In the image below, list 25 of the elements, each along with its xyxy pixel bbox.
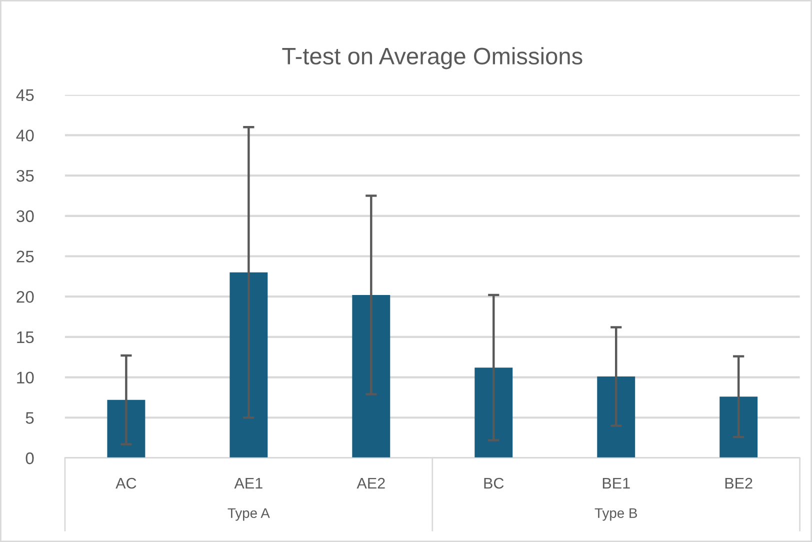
x-tick-label: AE1 xyxy=(234,478,262,489)
chart-title: T-test on Average Omissions xyxy=(282,47,582,70)
bar xyxy=(597,376,636,458)
y-tick-label: 25 xyxy=(16,250,34,262)
y-tick-label: 5 xyxy=(26,412,34,424)
bar xyxy=(720,396,758,458)
bar xyxy=(107,400,146,458)
text: Type A xyxy=(228,508,270,521)
x-tick-label: BE1 xyxy=(602,478,630,489)
x-tick-label: BE2 xyxy=(725,478,752,489)
y-tick-label: 45 xyxy=(16,89,34,102)
y-tick-label: 20 xyxy=(16,290,34,303)
y-tick-label: 0 xyxy=(26,452,34,464)
bar xyxy=(474,368,513,458)
y-tick-label: 30 xyxy=(16,210,34,222)
x-tick-label: AC xyxy=(116,478,136,489)
x-tick-label: BC xyxy=(484,478,504,489)
y-tick-label: 40 xyxy=(16,130,34,142)
y-tick-label: 15 xyxy=(17,332,34,344)
bar xyxy=(352,294,390,458)
y-tick-label: 35 xyxy=(16,170,34,182)
bar xyxy=(230,272,268,458)
y-tick-label: 10 xyxy=(17,372,34,384)
text: Type B xyxy=(594,508,637,521)
x-tick-label: AE2 xyxy=(356,478,385,489)
